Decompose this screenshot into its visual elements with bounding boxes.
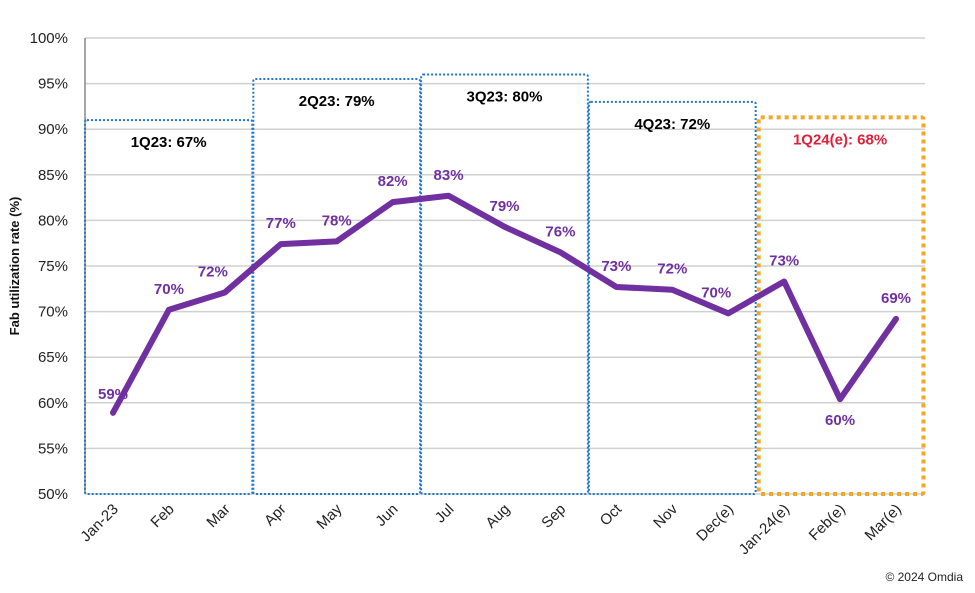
quarter-label: 4Q23: 72% (634, 116, 710, 133)
x-tick-label: Sep (538, 501, 569, 532)
quarter-label: 1Q24(e): 68% (793, 131, 887, 148)
y-tick-label: 55% (38, 440, 68, 457)
quarter-box (756, 115, 926, 497)
x-tick-label: Oct (597, 500, 626, 529)
quarter-box (84, 119, 254, 496)
x-tick-label: Jan-23 (77, 501, 121, 545)
quarter-label: 2Q23: 79% (299, 93, 375, 110)
data-label: 72% (198, 263, 228, 280)
data-label: 79% (489, 198, 519, 215)
data-label: 76% (545, 223, 575, 240)
y-tick-label: 60% (38, 395, 68, 412)
y-tick-label: 75% (38, 258, 68, 275)
quarter-box (587, 100, 757, 495)
x-tick-label: May (313, 500, 345, 532)
data-label: 59% (98, 386, 128, 403)
y-tick-label: 85% (38, 167, 68, 184)
data-label: 70% (154, 281, 184, 298)
x-tick-label: Apr (261, 501, 290, 530)
y-tick-label: 70% (38, 304, 68, 321)
y-tick-label: 80% (38, 212, 68, 229)
x-tick-label: Jan-24(e) (736, 501, 793, 558)
data-label: 78% (322, 212, 352, 229)
series-line (110, 192, 899, 416)
data-label: 83% (434, 167, 464, 184)
data-label: 60% (825, 412, 855, 429)
data-label: 73% (769, 253, 799, 270)
y-tick-label: 50% (38, 486, 68, 503)
x-tick-label: Dec(e) (693, 501, 737, 545)
y-axis-label: Fab utilization rate (%) (7, 197, 22, 336)
data-label: 72% (657, 261, 687, 278)
y-tick-label: 65% (38, 349, 68, 366)
data-label: 69% (881, 290, 911, 307)
data-label: 70% (701, 284, 731, 301)
quarter-label: 3Q23: 80% (467, 88, 543, 105)
quarter-box (420, 73, 589, 495)
data-label: 77% (266, 215, 296, 232)
x-tick-label: Mar (203, 501, 233, 531)
x-tick-label: Aug (482, 501, 513, 532)
x-tick-label: Mar(e) (862, 501, 905, 544)
y-tick-label: 100% (30, 30, 68, 47)
x-tick-label: Jun (372, 501, 401, 530)
x-tick-label: Feb(e) (806, 501, 849, 544)
x-tick-label: Feb (147, 501, 177, 531)
quarter-label: 1Q23: 67% (131, 134, 207, 151)
x-tick-label: Nov (650, 500, 681, 531)
quarter-box (252, 78, 422, 495)
data-label: 82% (378, 173, 408, 190)
data-label: 73% (601, 258, 631, 275)
y-tick-label: 90% (38, 121, 68, 138)
y-tick-label: 95% (38, 76, 68, 93)
copyright: © 2024 Omdia (885, 570, 963, 584)
x-tick-label: Jul (432, 501, 458, 527)
